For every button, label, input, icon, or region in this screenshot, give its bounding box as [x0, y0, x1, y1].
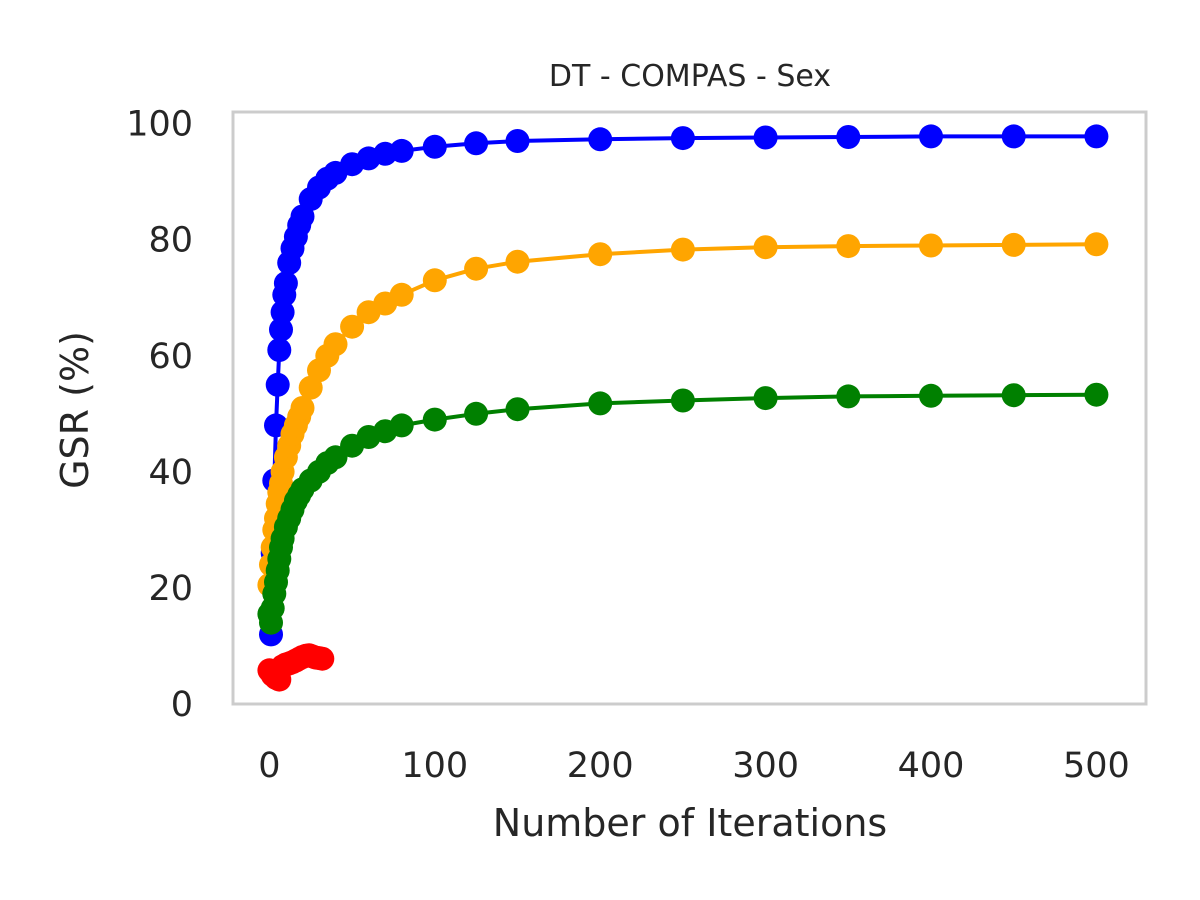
y-tick-label: 100 — [126, 105, 193, 145]
series-0-point — [273, 271, 298, 296]
y-tick-label: 80 — [148, 221, 193, 261]
series-0-point — [269, 317, 293, 342]
series-0-point — [389, 138, 414, 163]
series-1-point — [505, 249, 530, 274]
y-tick-label: 60 — [148, 337, 193, 377]
series-1-point — [836, 234, 861, 259]
series-1-point — [323, 332, 348, 357]
x-tick-label: 500 — [1063, 746, 1130, 786]
series-1-point — [389, 282, 414, 307]
series-2-point — [1001, 383, 1026, 408]
series-2-point — [389, 413, 414, 438]
series-0-point — [267, 338, 292, 362]
series-2-point — [588, 391, 613, 416]
series-0-point — [464, 131, 489, 156]
series-3 — [257, 643, 335, 692]
series-1-point — [670, 237, 695, 262]
series-2-point — [422, 407, 447, 432]
series-1-point — [1001, 232, 1026, 257]
x-tick-label: 200 — [567, 746, 634, 786]
series-2-point — [753, 386, 778, 411]
y-tick-label: 20 — [148, 569, 193, 609]
series-2-point — [505, 397, 530, 422]
series-0-point — [919, 124, 943, 149]
series-0-point — [505, 129, 530, 153]
series-2-point — [670, 388, 695, 413]
series-0-point — [270, 300, 295, 325]
series-2-point — [464, 401, 489, 426]
series-1-point — [1084, 232, 1109, 257]
plot-frame — [231, 110, 1148, 706]
y-tick-label: 0 — [171, 685, 193, 725]
series-1-point — [422, 268, 447, 293]
series-0-point — [753, 125, 778, 150]
y-tick-label: 40 — [148, 453, 193, 493]
series-0-point — [1084, 124, 1109, 149]
series-0-point — [836, 125, 861, 149]
series-1-point — [753, 235, 778, 260]
tick-labels: 0 100 200 300 400 500 0 20 40 60 80 100 — [126, 105, 1130, 786]
series-0-point — [422, 134, 447, 159]
series-3-point — [310, 646, 335, 671]
x-tick-label: 400 — [898, 746, 965, 786]
series-1-point — [919, 233, 943, 258]
series-2-point — [1084, 382, 1109, 407]
series-2-point — [836, 384, 861, 409]
chart-title: DT - COMPAS - Sex — [549, 59, 831, 94]
x-axis-label: Number of Iterations — [493, 801, 887, 845]
series-1-point — [290, 396, 315, 420]
plot-area — [257, 124, 1109, 692]
series-2 — [257, 382, 1109, 635]
x-tick-label: 300 — [732, 746, 799, 786]
y-axis-label: GSR (%) — [53, 331, 97, 489]
series-1-point — [340, 314, 365, 339]
series-0 — [259, 124, 1109, 647]
series-2-point — [919, 383, 943, 408]
x-tick-label: 0 — [258, 746, 280, 786]
series-0-point — [1001, 124, 1026, 149]
series-0-point — [670, 126, 695, 151]
x-tick-label: 100 — [401, 746, 468, 786]
series-1-point — [464, 256, 489, 281]
series-0-point — [588, 127, 613, 152]
series-1-point — [588, 242, 613, 267]
series-0-point — [265, 372, 290, 397]
